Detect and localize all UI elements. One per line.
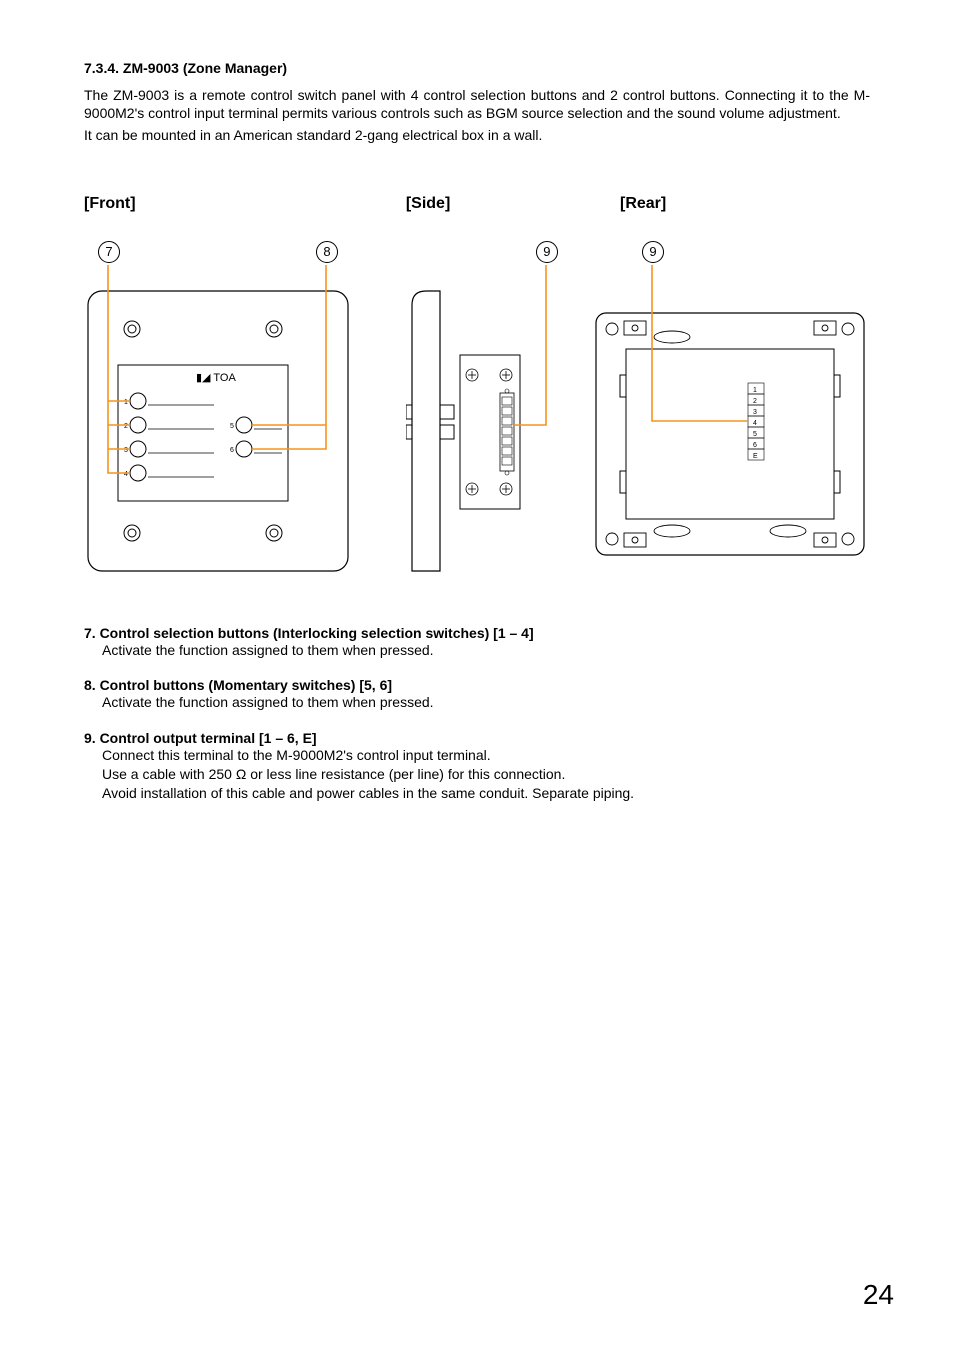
desc-8: 8. Control buttons (Momentary switches) … bbox=[84, 677, 870, 712]
section-para-1: The ZM-9003 is a remote control switch p… bbox=[84, 86, 870, 122]
rear-callouts: 9 bbox=[590, 241, 870, 265]
brand-text: ▮◢ TOA bbox=[196, 372, 236, 384]
desc-9: 9. Control output terminal [1 – 6, E] Co… bbox=[84, 730, 870, 803]
desc-7: 7. Control selection buttons (Interlocki… bbox=[84, 625, 870, 660]
svg-text:5: 5 bbox=[230, 423, 234, 430]
callout-7: 7 bbox=[98, 241, 120, 263]
svg-text:3: 3 bbox=[124, 447, 128, 454]
callout-8: 8 bbox=[316, 241, 338, 263]
front-label: [Front] bbox=[84, 195, 356, 213]
desc-7-title: 7. Control selection buttons (Interlocki… bbox=[84, 625, 870, 641]
page-number: 24 bbox=[863, 1279, 894, 1311]
side-callouts: 9 bbox=[406, 241, 600, 265]
callout-9-rear: 9 bbox=[642, 241, 664, 263]
svg-text:5: 5 bbox=[753, 431, 757, 438]
callout-9-side: 9 bbox=[536, 241, 558, 263]
desc-8-body: Activate the function assigned to them w… bbox=[102, 693, 870, 712]
rear-diagram: 1 2 3 4 5 6 E bbox=[590, 265, 870, 575]
svg-text:E: E bbox=[753, 453, 758, 460]
desc-9-l3: Avoid installation of this cable and pow… bbox=[102, 784, 870, 803]
svg-text:6: 6 bbox=[230, 447, 234, 454]
desc-9-l1: Connect this terminal to the M-9000M2's … bbox=[102, 746, 870, 765]
side-label: [Side] bbox=[406, 195, 600, 213]
views-row: [Front] 7 8 bbox=[84, 195, 870, 575]
page: 7.3.4. ZM-9003 (Zone Manager) The ZM-900… bbox=[0, 0, 954, 1351]
rear-label: [Rear] bbox=[620, 195, 870, 213]
rear-view-column: [Rear] 9 bbox=[590, 195, 870, 575]
front-diagram: ▮◢ TOA 1 2 bbox=[84, 265, 356, 575]
svg-text:2: 2 bbox=[753, 398, 757, 405]
desc-9-title: 9. Control output terminal [1 – 6, E] bbox=[84, 730, 870, 746]
side-view-column: [Side] 9 bbox=[406, 195, 600, 575]
svg-text:3: 3 bbox=[753, 409, 757, 416]
svg-text:2: 2 bbox=[124, 423, 128, 430]
side-diagram bbox=[406, 265, 600, 575]
svg-text:1: 1 bbox=[753, 387, 757, 394]
svg-text:4: 4 bbox=[124, 471, 128, 478]
desc-8-title: 8. Control buttons (Momentary switches) … bbox=[84, 677, 870, 693]
section-para-2: It can be mounted in an American standar… bbox=[84, 126, 870, 144]
desc-9-l2: Use a cable with 250 Ω or less line resi… bbox=[102, 765, 870, 784]
front-view-column: [Front] 7 8 bbox=[84, 195, 356, 575]
section-heading: 7.3.4. ZM-9003 (Zone Manager) bbox=[84, 60, 870, 76]
desc-7-body: Activate the function assigned to them w… bbox=[102, 641, 870, 660]
svg-text:6: 6 bbox=[753, 442, 757, 449]
front-callouts: 7 8 bbox=[84, 241, 356, 265]
svg-text:1: 1 bbox=[124, 399, 128, 406]
svg-text:4: 4 bbox=[753, 420, 757, 427]
